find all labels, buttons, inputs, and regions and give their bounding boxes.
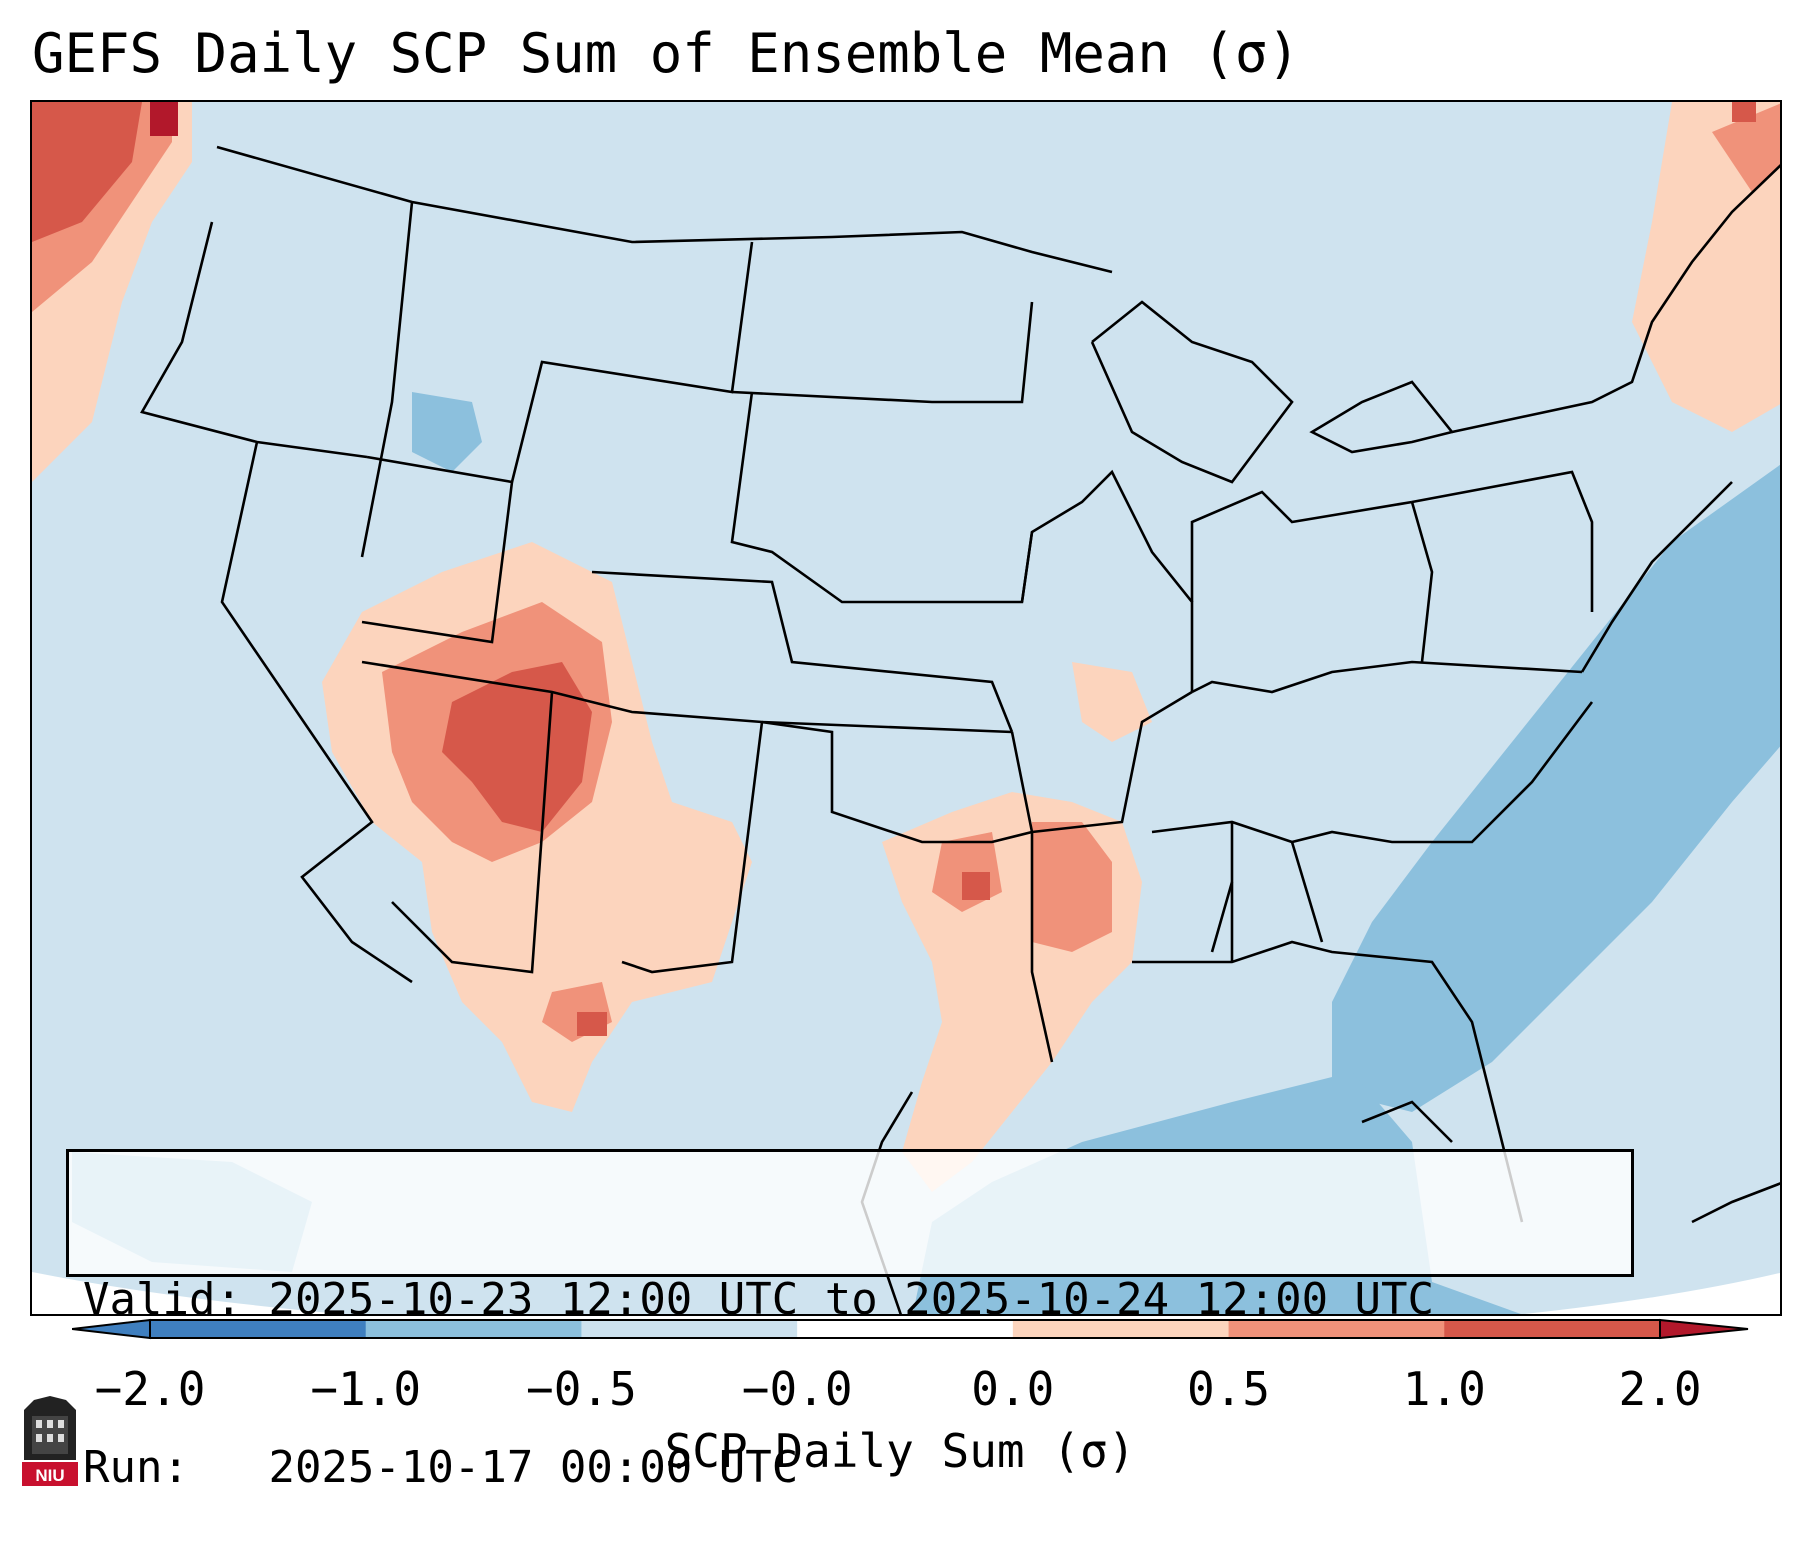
run-value: 2025-10-17 00:00 UTC [268, 1442, 799, 1493]
valid-run-info-box: Valid: 2025-10-23 12:00 UTC to 2025-10-2… [66, 1149, 1634, 1493]
colorbar-segment [1012, 1320, 1230, 1338]
colorbar-segment [150, 1320, 367, 1338]
colorbar-outline [149, 1319, 1661, 1339]
projection-edge [32, 1272, 342, 1314]
colorbar-label: SCP Daily Sum (σ) [664, 1424, 1136, 1478]
colorbar-tick-label: −1.0 [310, 1362, 422, 1416]
run-row: Run: 2025-10-17 00:00 UTC [83, 1440, 1617, 1496]
run-label: Run: [83, 1442, 189, 1493]
colorbar-tick-label: −2.0 [94, 1362, 206, 1416]
anomaly-southern-plains [882, 662, 1152, 1192]
map-svg [32, 102, 1780, 1314]
map-background [32, 102, 1780, 1314]
colorbar-segment [365, 1320, 582, 1338]
chart-title: GEFS Daily SCP Sum of Ensemble Mean (σ) [32, 22, 1300, 85]
colorbar-segment [1228, 1320, 1445, 1338]
colorbar-tick-label: −0.5 [526, 1362, 637, 1416]
colorbar-segment [1444, 1320, 1661, 1338]
logo-text: NIU [35, 1466, 64, 1485]
colorbar-tick-label: 2.0 [1618, 1362, 1702, 1416]
colorbar-tick-label: 0.0 [971, 1362, 1055, 1416]
state-boundaries [140, 145, 1780, 1314]
colorbar [72, 1318, 1749, 1340]
valid-label: Valid: [83, 1274, 242, 1325]
colorbar-tick-label: 0.5 [1187, 1362, 1271, 1416]
colorbar-segment [581, 1320, 798, 1338]
colorbar-segments [72, 1318, 1749, 1340]
valid-row: Valid: 2025-10-23 12:00 UTC to 2025-10-2… [83, 1272, 1617, 1328]
anomaly-pacific-northwest [32, 102, 192, 482]
colorbar-segment [797, 1320, 1014, 1338]
valid-value: 2025-10-23 12:00 UTC to 2025-10-24 12:00… [268, 1274, 1435, 1325]
anomaly-northeast [1632, 102, 1780, 432]
colorbar-extend-high [1659, 1318, 1749, 1340]
projection-edge [1524, 1272, 1780, 1314]
colorbar-tick-label: −0.0 [741, 1362, 853, 1416]
colorbar-tick-label: 1.0 [1402, 1362, 1486, 1416]
niu-logo-icon: NIU [22, 1396, 78, 1486]
colorbar-extend-low [72, 1318, 151, 1340]
map-panel[interactable] [30, 100, 1782, 1316]
